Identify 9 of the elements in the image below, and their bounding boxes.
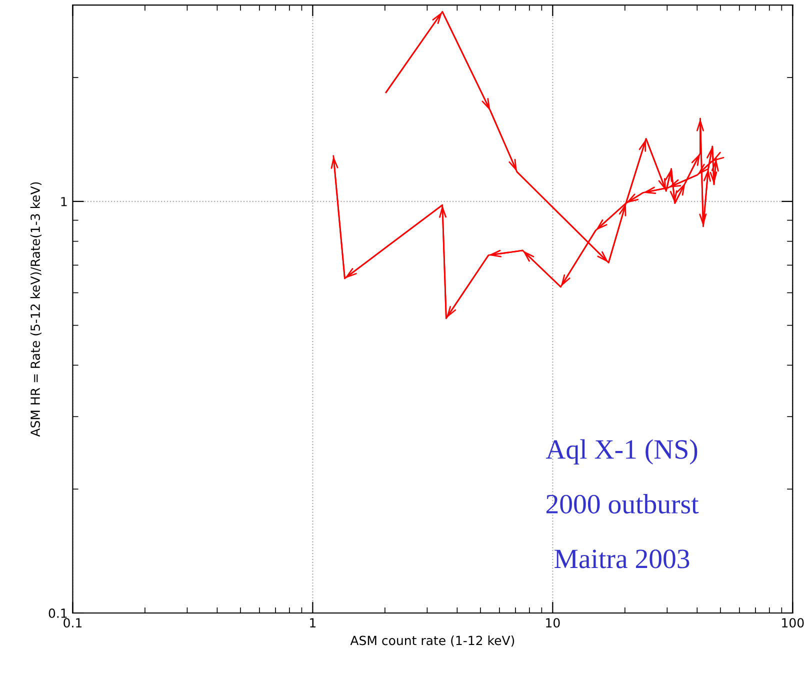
x-tick-label: 1: [310, 618, 316, 628]
x-axis-title: ASM count rate (1-12 keV): [350, 636, 514, 647]
annotation: Aql X-1 (NS): [546, 439, 698, 464]
x-tick-label: 0.1: [64, 618, 82, 628]
y-axis-title: ASM HR = Rate (5-12 keV)/Rate(1-3 keV): [30, 182, 42, 437]
x-tick-label: 10: [546, 618, 560, 628]
annotation: 2000 outburst: [546, 494, 699, 514]
x-tick-label: 100: [782, 618, 804, 628]
annotation: Maitra 2003: [554, 550, 690, 568]
